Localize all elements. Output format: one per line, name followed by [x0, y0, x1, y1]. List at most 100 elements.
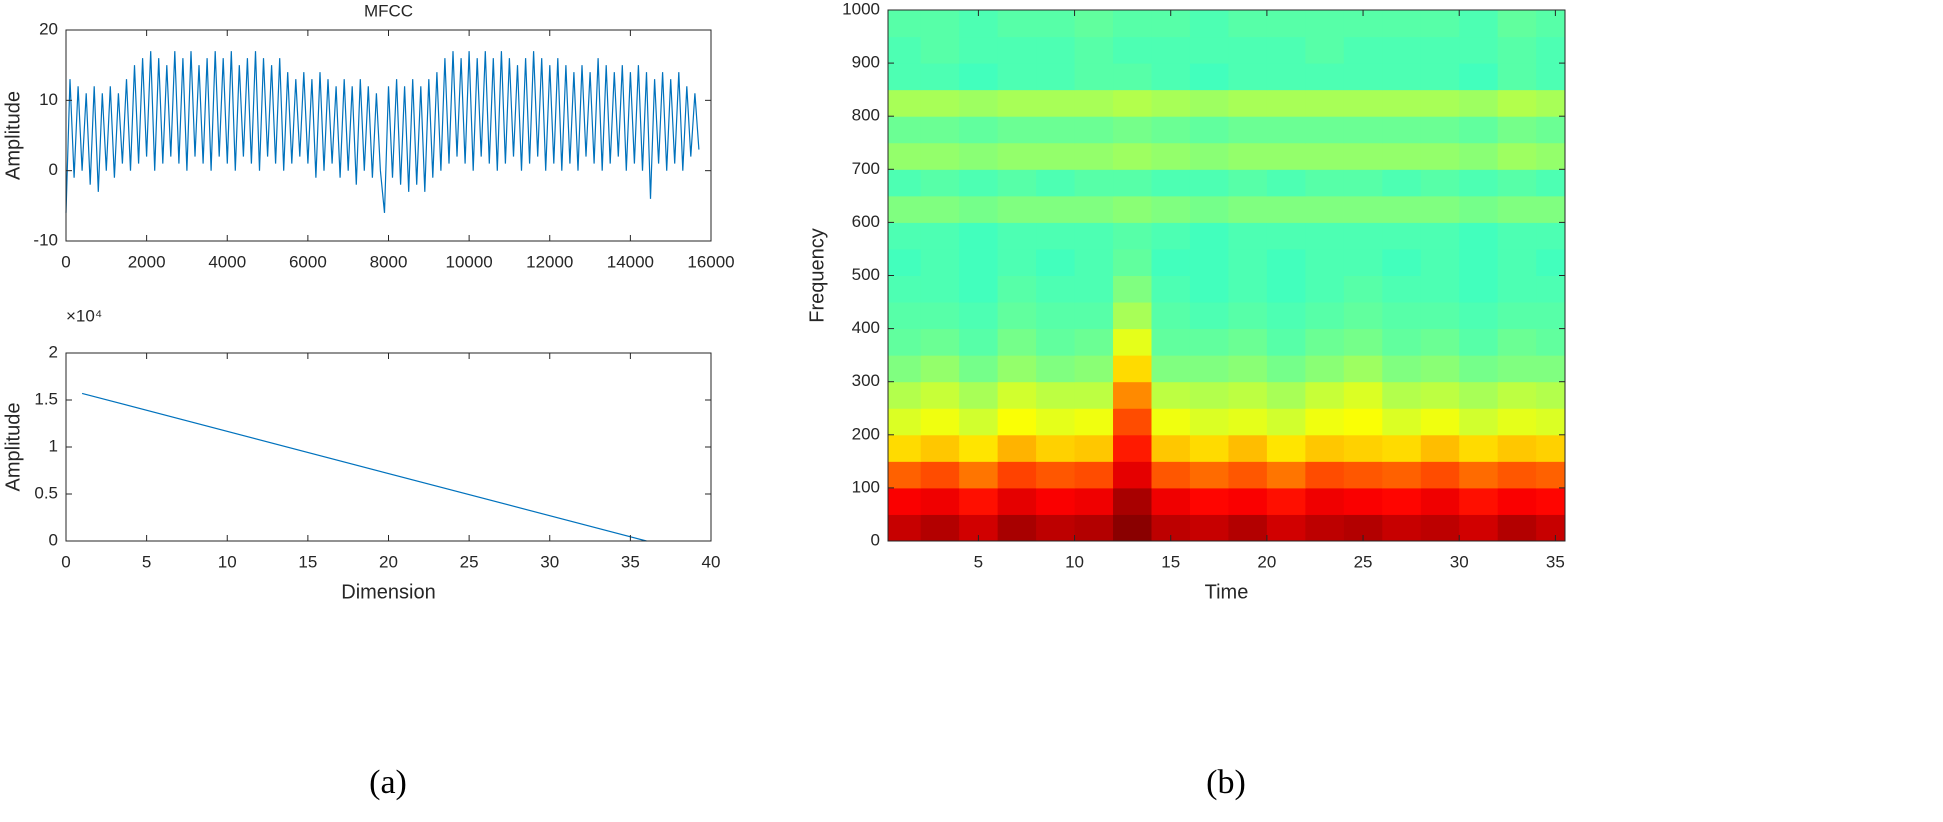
x-tick-label: 12000 — [526, 252, 573, 271]
heat-cell — [1266, 461, 1306, 489]
heat-cell — [1497, 36, 1537, 64]
x-tick-label: 6000 — [289, 252, 327, 271]
y-tick-label: 900 — [852, 53, 880, 72]
heat-cell — [997, 142, 1037, 170]
heat-cell — [959, 302, 999, 330]
heat-cell — [1228, 36, 1268, 64]
heat-cell — [1459, 275, 1499, 303]
heat-cell — [1036, 355, 1076, 383]
heat-cell — [1343, 461, 1383, 489]
panel-label: (a) — [369, 764, 407, 801]
heat-cell — [1113, 434, 1152, 462]
heat-cell — [1536, 10, 1565, 38]
heat-cell — [1151, 487, 1191, 515]
heat-cell — [1151, 328, 1191, 356]
heat-cell — [1074, 222, 1114, 250]
heat-cell — [920, 222, 960, 250]
heat-cell — [1536, 195, 1565, 223]
y-tick-label: 1 — [49, 436, 58, 455]
heat-cell — [1343, 328, 1383, 356]
heat-cell — [1266, 10, 1306, 38]
y-tick-label: 400 — [852, 318, 880, 337]
heat-cell — [959, 169, 999, 197]
heat-cell — [1074, 302, 1114, 330]
heat-cell — [1151, 222, 1191, 250]
heat-cell — [1382, 63, 1422, 91]
heat-cell — [920, 302, 960, 330]
heat-cell — [1382, 514, 1422, 541]
heat-cell — [1228, 302, 1268, 330]
heat-cell — [920, 63, 960, 91]
heat-cell — [1382, 408, 1422, 436]
heat-cell — [1189, 63, 1229, 91]
heat-cell — [1536, 248, 1565, 276]
heat-cell — [1228, 222, 1268, 250]
heat-cell — [1266, 302, 1306, 330]
heat-cell — [1536, 302, 1565, 330]
heat-cell — [1382, 248, 1422, 276]
heat-cell — [1189, 36, 1229, 64]
heat-cell — [997, 63, 1037, 91]
y-tick-label: 10 — [39, 90, 58, 109]
heat-cell — [888, 10, 922, 38]
heat-cell — [1113, 408, 1152, 436]
y-tick-label: 300 — [852, 371, 880, 390]
x-tick-label: 8000 — [370, 252, 408, 271]
heat-cell — [1459, 434, 1499, 462]
heat-cell — [1189, 142, 1229, 170]
heat-cell — [1189, 10, 1229, 38]
heat-cell — [1305, 487, 1345, 515]
heat-cell — [1074, 63, 1114, 91]
heat-cell — [1459, 328, 1499, 356]
heat-cell — [1228, 381, 1268, 409]
heat-cell — [959, 142, 999, 170]
heat-cell — [1459, 89, 1499, 117]
heat-cell — [1074, 195, 1114, 223]
heat-cell — [1343, 487, 1383, 515]
heat-cell — [1074, 328, 1114, 356]
heat-cell — [1151, 302, 1191, 330]
y-tick-label: 0 — [871, 530, 880, 549]
heat-cell — [1074, 116, 1114, 144]
heat-cell — [1151, 248, 1191, 276]
heat-cell — [1266, 169, 1306, 197]
heat-cell — [1343, 381, 1383, 409]
heat-cell — [1113, 355, 1152, 383]
heat-cell — [1189, 434, 1229, 462]
heat-cell — [1536, 63, 1565, 91]
heat-cell — [1228, 248, 1268, 276]
heat-cell — [1305, 408, 1345, 436]
heat-cell — [920, 355, 960, 383]
heat-cell — [1459, 142, 1499, 170]
heat-cell — [1074, 434, 1114, 462]
y-tick-label: 0 — [49, 160, 58, 179]
heat-cell — [888, 461, 922, 489]
heat-cell — [1459, 302, 1499, 330]
heat-cell — [1113, 142, 1152, 170]
heat-cell — [1459, 381, 1499, 409]
heat-cell — [1189, 89, 1229, 117]
heat-cell — [888, 408, 922, 436]
heat-cell — [1305, 142, 1345, 170]
heat-cell — [1074, 169, 1114, 197]
heat-cell — [959, 222, 999, 250]
heat-cell — [1382, 142, 1422, 170]
heat-cell — [1382, 222, 1422, 250]
heat-cell — [1189, 169, 1229, 197]
y-tick-label: 1.5 — [34, 389, 58, 408]
heat-cell — [920, 169, 960, 197]
heat-cell — [1343, 142, 1383, 170]
y-tick-label: 800 — [852, 106, 880, 125]
heat-cell — [888, 328, 922, 356]
heat-cell — [888, 116, 922, 144]
y-tick-label: 500 — [852, 265, 880, 284]
heat-cell — [1459, 195, 1499, 223]
heat-cell — [959, 36, 999, 64]
heat-cell — [1189, 487, 1229, 515]
heat-cell — [1228, 116, 1268, 144]
heat-cell — [959, 434, 999, 462]
heat-cell — [920, 381, 960, 409]
y-tick-label: -10 — [33, 230, 58, 249]
heat-cell — [1266, 248, 1306, 276]
heat-cell — [1036, 89, 1076, 117]
